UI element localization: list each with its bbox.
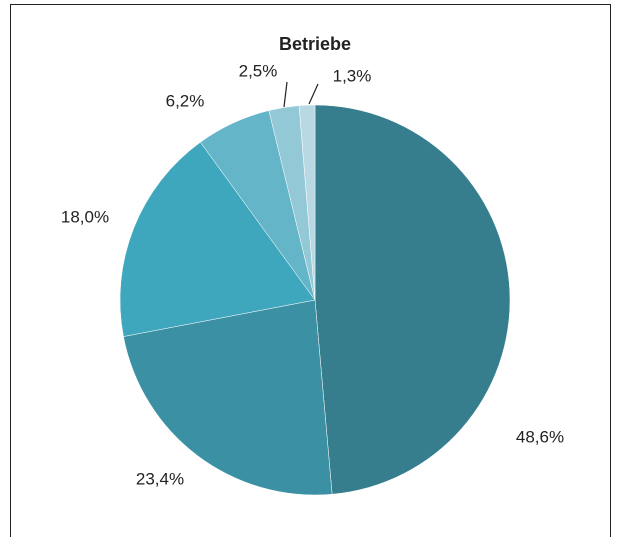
pie-slice (123, 299, 333, 496)
pie-slice (298, 104, 316, 301)
leader-line (308, 83, 319, 105)
data-label: 48,6% (516, 427, 564, 446)
data-label: 23,4% (136, 469, 184, 488)
data-label: 2,5% (239, 61, 278, 80)
data-label: 1,3% (333, 66, 372, 85)
chart-title: Betriebe (279, 34, 351, 54)
data-label: 6,2% (166, 91, 205, 110)
data-label: 18,0% (61, 207, 109, 226)
pie-slice (119, 141, 316, 337)
pie-slice (314, 104, 511, 495)
leader-line (283, 81, 288, 108)
